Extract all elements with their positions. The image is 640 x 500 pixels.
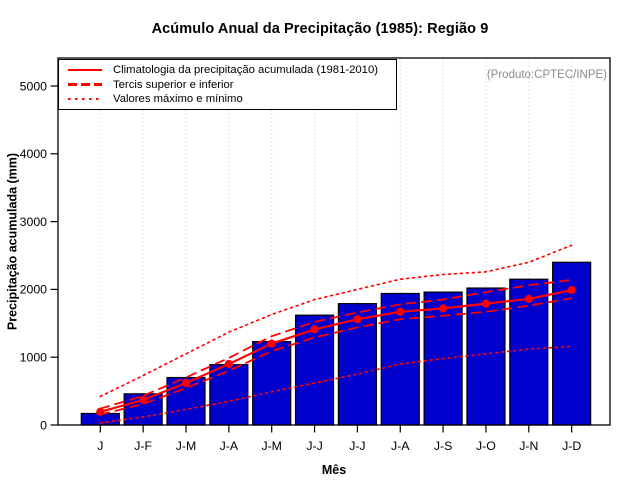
x-axis-title: Mês	[321, 463, 347, 477]
y-tick-label: 3000	[20, 215, 48, 229]
legend-item-climatology: Climatologia da precipitação acumulada (…	[68, 64, 396, 76]
climatology-point	[353, 315, 362, 324]
x-tick-label: J-M	[261, 439, 282, 453]
climatology-point	[439, 304, 448, 313]
x-tick-label: J-D	[562, 439, 581, 453]
solid-line-icon	[68, 68, 102, 71]
climatology-point	[524, 294, 533, 303]
x-tick-label: J-J	[306, 439, 322, 453]
legend-label: Climatologia da precipitação acumulada (…	[113, 63, 379, 76]
x-tick-label: J-A	[391, 439, 410, 453]
tercile-lower-line	[99, 297, 573, 416]
y-tick-label: 2000	[20, 283, 48, 297]
legend-label: Tercis superior e inferior	[113, 78, 234, 91]
dashed-line-icon	[68, 83, 102, 86]
y-tick-label: 5000	[20, 79, 48, 93]
legend-label: Valores máximo e mínimo	[113, 93, 243, 106]
y-tick-label: 0	[40, 418, 47, 432]
x-tick-label: J-O	[476, 439, 496, 453]
climatology-point	[139, 395, 148, 405]
x-tick-label: J-M	[176, 439, 197, 453]
climatology-point	[181, 378, 191, 388]
plot-border	[57, 57, 611, 426]
producer-watermark: (Produto:CPTEC/INPE)	[486, 69, 607, 81]
y-axis-title: Precipitação acumulada (mm)	[5, 152, 20, 331]
climatology-point	[567, 285, 576, 295]
climatology-point	[481, 299, 491, 308]
dotted-line-icon	[68, 98, 102, 101]
x-tick-label: J-F	[134, 439, 152, 453]
chart-title: Acúmulo Anual da Precipitação (1985): Re…	[151, 21, 489, 37]
precip-bar	[252, 341, 292, 426]
precip-bar	[209, 364, 249, 426]
climatology-point	[96, 407, 105, 416]
x-tick-label: J	[97, 439, 103, 453]
tercile-upper-line	[99, 278, 573, 410]
climatology-point	[224, 359, 233, 369]
x-tick-label: J-N	[519, 439, 538, 453]
legend-item-max-min: Valores máximo e mínimo	[68, 93, 396, 105]
climatology-line	[99, 289, 573, 413]
climatology-point	[267, 339, 276, 348]
x-tick-label: J-A	[220, 439, 239, 453]
x-tick-label: J-S	[434, 439, 452, 453]
max-line	[99, 244, 573, 398]
min-line	[99, 345, 573, 424]
precip-bar	[337, 303, 377, 426]
legend-item-terciles: Tercis superior e inferior	[68, 79, 396, 91]
x-tick-label: J-J	[349, 439, 365, 453]
climatology-point	[396, 307, 405, 316]
precip-bar	[466, 287, 506, 426]
legend-box: Climatologia da precipitação acumulada (…	[58, 59, 397, 110]
climatology-point	[310, 325, 319, 334]
y-tick-label: 1000	[20, 351, 48, 365]
y-tick-label: 4000	[20, 147, 48, 161]
